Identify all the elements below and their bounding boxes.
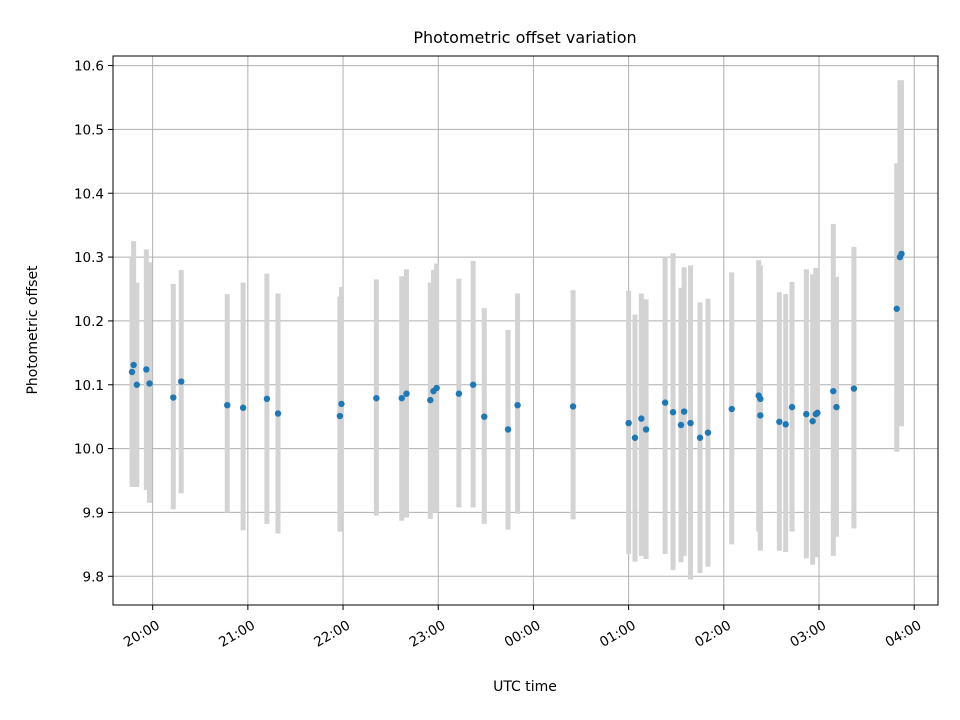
y-tick-label: 10.5 [74,122,104,138]
data-point [455,390,463,397]
data-point [625,419,632,427]
y-tick-label: 9.8 [83,569,104,585]
data-point [638,415,645,422]
data-point [757,412,764,419]
grid [113,56,938,605]
y-tick-label: 10.2 [74,314,104,330]
data-point [677,421,685,429]
data-point [898,250,905,258]
data-point [830,387,837,395]
y-axis-label: Photometric offset [25,265,41,395]
y-tick-label: 9.9 [83,505,104,521]
y-tick-label: 10.1 [74,378,104,394]
data-point [224,401,231,409]
plot-frame [112,55,939,606]
data-point [481,413,488,420]
data-point [569,403,577,410]
x-axis-label: UTC time [493,679,557,695]
y-axis: 9.8 9.9 10.0 10.1 10.2 10.3 10.4 10.5 10.6 [74,59,113,585]
data-point [696,434,704,441]
chart-title: Photometric offset variation [413,28,636,47]
data-point [776,418,783,425]
data-point [757,395,764,403]
data-point [833,403,840,411]
data-point [239,404,247,411]
data-point [433,384,440,392]
data-point [133,381,140,388]
data-point [893,305,900,312]
data-point [398,394,405,402]
data-point [631,434,639,441]
y-tick-label: 10.6 [74,59,104,75]
data-point [504,426,512,433]
data-point [850,385,858,392]
data-point [669,409,677,416]
data-point [143,366,150,373]
data-point [373,394,380,402]
data-point [130,361,137,369]
data-point [809,417,816,425]
data-point [170,394,177,401]
data-point [336,412,344,420]
data-point [728,405,735,413]
data-point [687,419,694,427]
data-point [514,401,521,409]
data-points [128,250,905,441]
data-point [704,429,712,436]
y-tick-label: 10.3 [74,250,104,266]
y-tick-label: 10.0 [74,442,104,458]
data-point [274,410,282,417]
data-point [403,390,410,397]
data-point [128,368,136,376]
data-point [642,426,650,433]
data-point [814,409,821,417]
data-point [427,396,434,404]
data-point [803,410,810,418]
data-point [782,421,789,428]
data-point [469,381,477,388]
y-tick-label: 10.4 [74,186,104,202]
data-point [788,403,796,411]
data-point [680,408,688,415]
data-point [146,380,153,387]
data-point [263,395,271,403]
data-point [661,399,669,406]
data-point [338,400,345,408]
data-point [178,378,185,385]
